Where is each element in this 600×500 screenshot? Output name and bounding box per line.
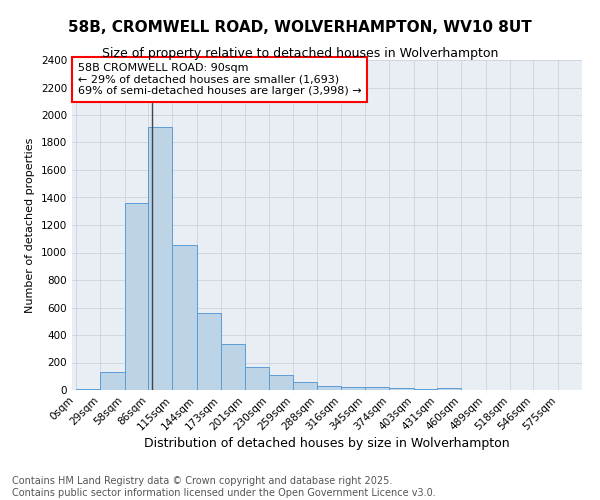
Bar [389, 388, 413, 390]
Bar [317, 386, 341, 390]
Bar [437, 388, 461, 390]
Text: 58B, CROMWELL ROAD, WOLVERHAMPTON, WV10 8UT: 58B, CROMWELL ROAD, WOLVERHAMPTON, WV10 … [68, 20, 532, 35]
Text: Contains HM Land Registry data © Crown copyright and database right 2025.
Contai: Contains HM Land Registry data © Crown c… [12, 476, 436, 498]
Text: 58B CROMWELL ROAD: 90sqm
← 29% of detached houses are smaller (1,693)
69% of sem: 58B CROMWELL ROAD: 90sqm ← 29% of detach… [78, 62, 361, 96]
Text: Size of property relative to detached houses in Wolverhampton: Size of property relative to detached ho… [102, 48, 498, 60]
Bar [269, 375, 293, 390]
Bar [125, 203, 148, 390]
Bar [341, 386, 365, 390]
Bar [197, 313, 221, 390]
Bar [76, 388, 100, 390]
Bar [365, 387, 389, 390]
Bar [221, 344, 245, 390]
Bar [172, 245, 197, 390]
Y-axis label: Number of detached properties: Number of detached properties [25, 138, 35, 312]
Bar [100, 372, 125, 390]
X-axis label: Distribution of detached houses by size in Wolverhampton: Distribution of detached houses by size … [144, 438, 510, 450]
Bar [245, 366, 269, 390]
Bar [293, 382, 317, 390]
Bar [148, 128, 172, 390]
